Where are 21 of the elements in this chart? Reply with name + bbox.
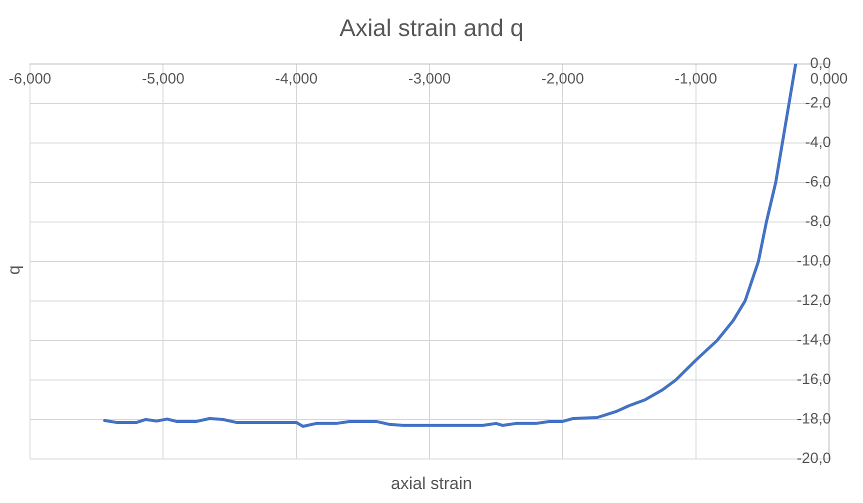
x-tick-label: -2,000 [541,70,584,88]
y-tick-label: -2,0 [805,94,831,112]
y-tick-label: -18,0 [796,410,831,428]
x-axis-title: axial strain [390,474,474,494]
x-tick-label: -4,000 [275,70,318,88]
y-tick-label: -8,0 [805,213,831,230]
y-tick-label: -4,0 [805,134,831,151]
y-tick-label: -20,0 [796,450,831,468]
x-tick-label: 0,000 [810,70,848,88]
y-tick-label: -12,0 [796,292,831,310]
y-tick-label: -14,0 [796,332,831,349]
y-tick-label: -16,0 [796,371,831,388]
x-tick-label: -6,000 [8,70,52,88]
x-tick-label: -5,000 [142,70,184,88]
y-tick-label: -6,0 [805,174,831,190]
x-tick-label: -1,000 [674,70,718,88]
chart-title: Axial strain and q [339,15,524,42]
x-tick-label: -3,000 [408,70,451,88]
y-tick-label: 0,0 [810,54,831,72]
y-axis-title: q [4,265,25,275]
y-tick-label: -10,0 [796,252,831,270]
